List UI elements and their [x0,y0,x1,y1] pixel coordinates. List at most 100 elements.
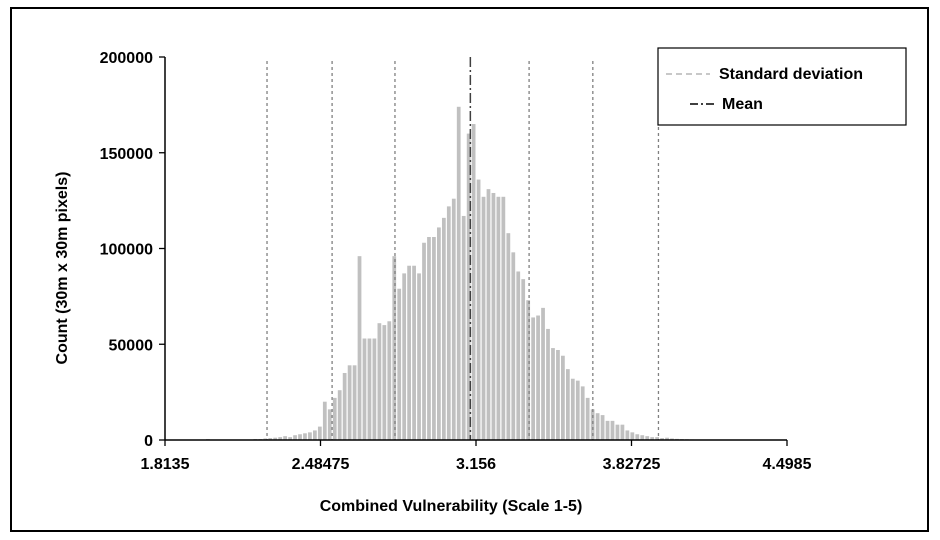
histogram-bar [635,434,640,440]
histogram-bar [298,434,302,440]
histogram-bar [590,409,595,440]
histogram-bar [407,265,411,440]
histogram-bar [541,307,545,440]
histogram-bar [610,420,615,440]
histogram-bar [476,179,481,440]
histogram-bar [536,315,540,440]
histogram-bar [481,196,486,440]
histogram-bar [288,437,292,440]
histogram-bar [521,279,526,440]
y-tick-label: 100000 [100,242,153,259]
x-tick-label: 1.8135 [141,456,190,473]
histogram-bar [496,196,501,440]
histogram-bar [600,415,605,440]
legend-mean-label: Mean [722,96,763,113]
y-axis-title: Count (30m x 30m pixels) [54,172,71,365]
y-tick-label: 0 [144,433,153,450]
x-tick-layer: 1.8135 2.48475 3.156 3.82725 4.4985 [141,440,812,473]
histogram-bar [273,437,278,440]
histogram-bar [303,433,307,440]
histogram-bar [511,252,516,440]
histogram-bar [585,397,590,440]
histogram-bar [347,365,352,440]
histogram-bar [417,273,421,440]
histogram-bar [575,380,580,440]
legend-std-label: Standard deviation [719,66,863,83]
histogram-bar [392,256,397,440]
histogram-bar [615,424,620,440]
histogram-bar [352,365,357,440]
histogram-bar [268,438,273,440]
histogram-bar [437,227,441,440]
legend: Standard deviation Mean [657,47,907,126]
histogram-bar [665,437,669,440]
y-tick-label: 50000 [109,337,154,354]
histogram-bar [580,386,585,440]
histogram-bar [630,432,635,440]
histogram-bar [422,242,426,440]
histogram-bar [650,437,655,440]
y-tick-layer: 0 50000 100000 150000 200000 [100,50,165,450]
histogram-bar [645,436,650,440]
histogram-bar [526,300,531,440]
histogram-bar [466,133,471,440]
histogram-bar [342,372,347,440]
histogram-bar [486,189,491,440]
histogram-bar [451,198,456,440]
histogram-bar [432,237,436,440]
histogram-bar [367,338,372,440]
histogram-bar [362,338,367,440]
histogram-bar [441,217,446,440]
histogram-bar [397,288,402,440]
histogram-bar [605,420,610,440]
histogram-bar [670,438,674,440]
histogram-bar [561,355,565,440]
x-tick-label: 3.156 [456,456,496,473]
histogram-bar [322,401,327,440]
histogram-bar [501,196,506,440]
histogram-bar [313,430,317,440]
histogram-bar [570,378,575,440]
histogram-bar [332,397,337,440]
histogram-bar [387,321,392,440]
histogram-bar [427,237,431,440]
histogram-bar [377,323,382,440]
bars-layer [206,106,694,440]
histogram-bar [402,273,407,440]
x-axis-title: Combined Vulnerability (Scale 1-5) [320,498,583,515]
histogram-bar [595,413,600,440]
histogram-bar [655,437,660,440]
histogram-bar [471,124,476,440]
histogram-bar [551,348,555,440]
histogram-bar [625,430,630,440]
histogram-bar [446,206,451,440]
y-tick-label: 200000 [100,50,153,67]
histogram-bar [456,106,461,440]
x-tick-label: 2.48475 [292,456,350,473]
histogram-bar [317,426,322,440]
histogram-bar [506,233,511,440]
histogram-bar [327,409,332,440]
histogram-bar [565,369,570,440]
histogram-bar [461,215,466,440]
histogram-bar [337,390,342,440]
histogram-bar [293,435,297,440]
histogram-bar [491,192,496,440]
histogram-bar [357,256,362,440]
histogram-bar [556,350,560,440]
histogram-bar [372,338,377,440]
x-tick-label: 4.4985 [763,456,812,473]
histogram-bar [412,265,416,440]
histogram-bar [278,437,283,440]
histogram-bar [308,432,312,440]
legend-box [657,47,907,126]
histogram-bar [640,435,645,440]
reference-lines-layer [266,57,660,440]
histogram-bar [546,328,550,440]
histogram-bar [263,438,268,440]
histogram-bar [516,271,521,440]
histogram-bar [531,317,536,440]
y-tick-label: 150000 [100,146,153,163]
histogram-bar [660,438,664,440]
